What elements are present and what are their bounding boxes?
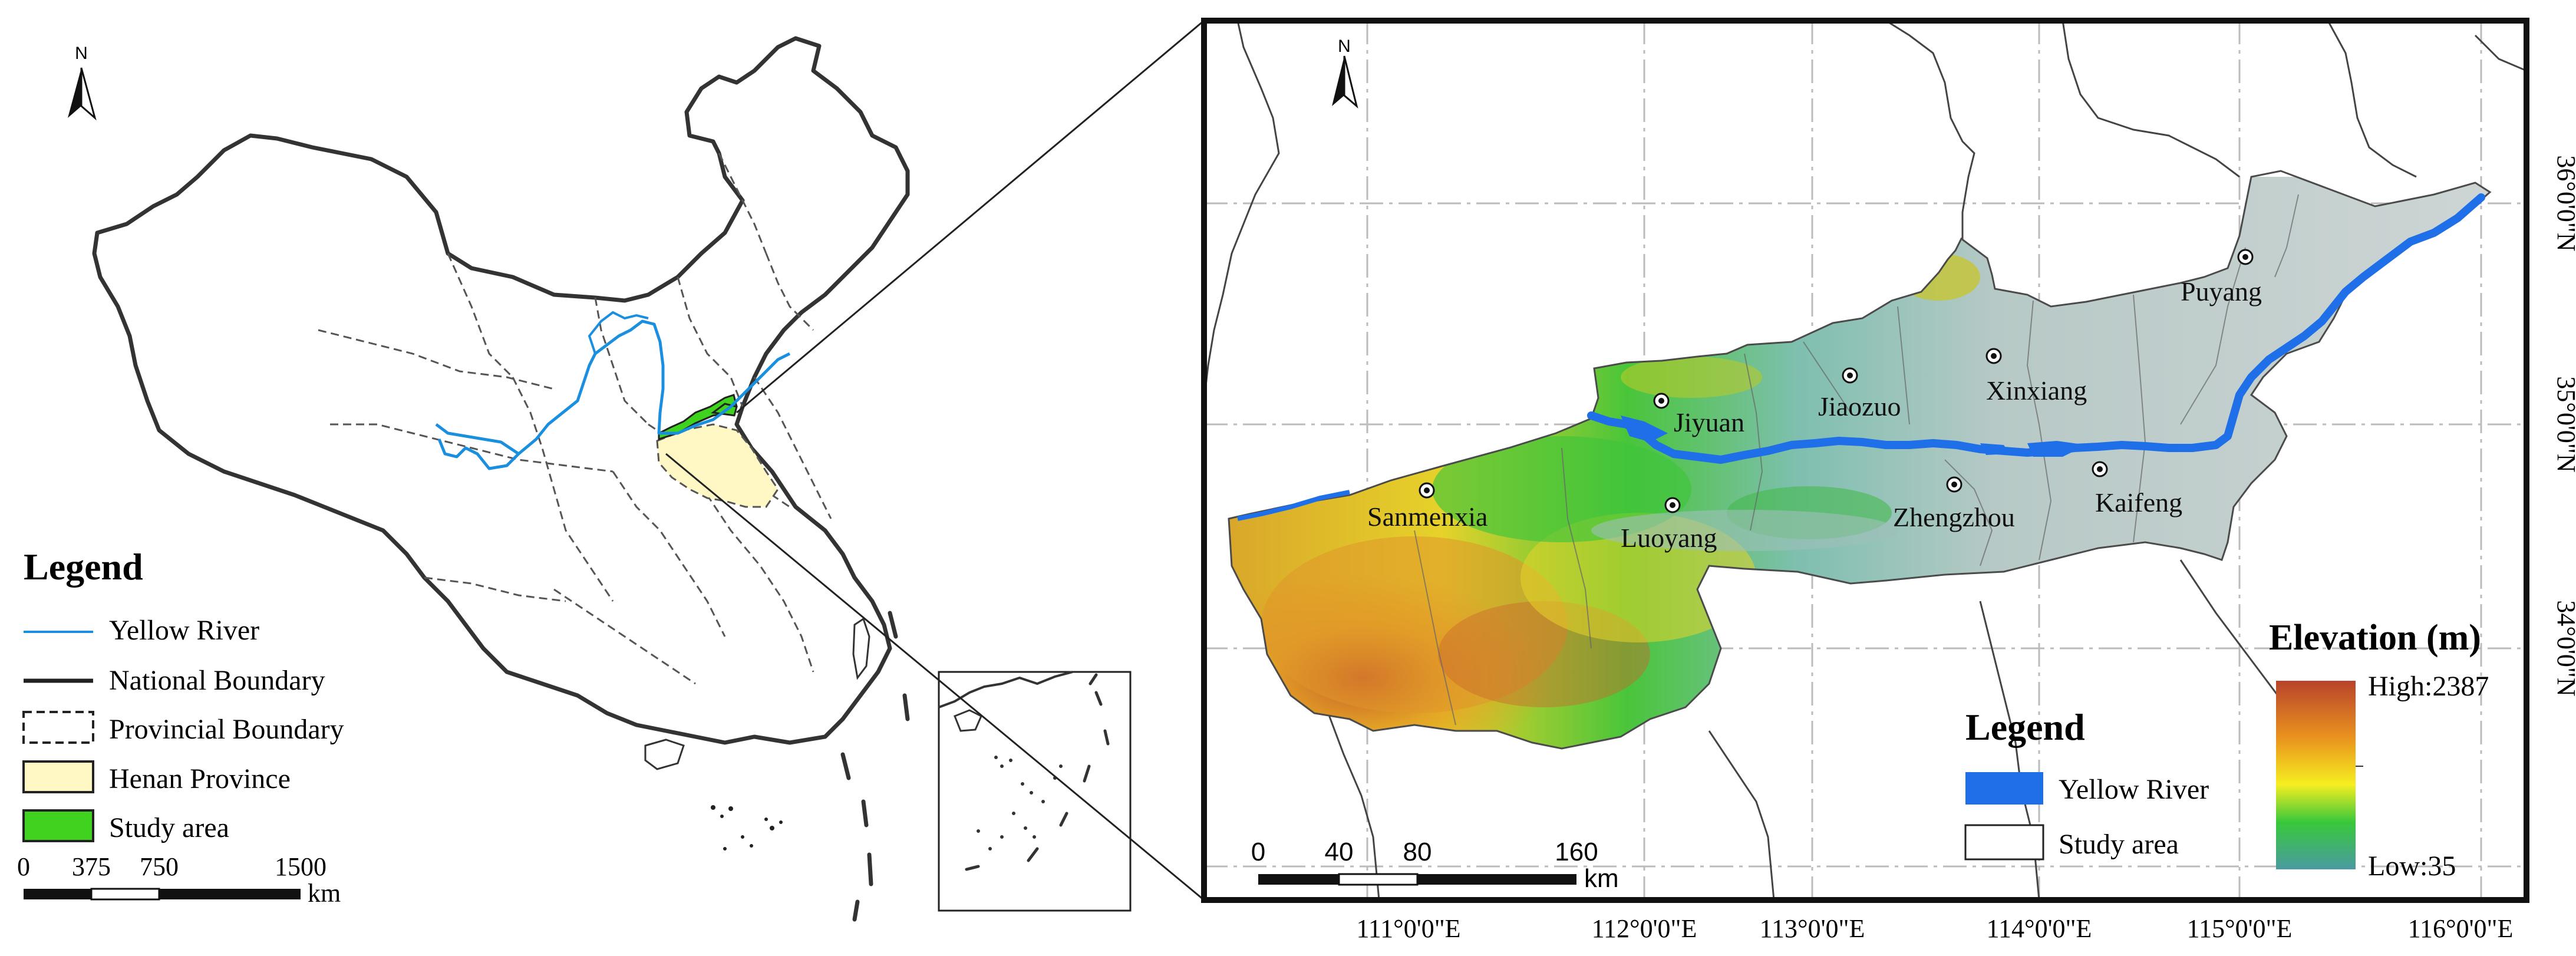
detail-scale-tick-2: 80 xyxy=(1403,838,1432,866)
longitude-labels: 111°0'0"E 112°0'0"E 113°0'0"E 114°0'0"E … xyxy=(1356,914,2513,943)
hainan-island xyxy=(644,739,685,770)
south-china-sea-inset xyxy=(938,671,1132,912)
city-label-puyang: Puyang xyxy=(2181,276,2262,306)
detail-map: Jiyuan Jiaozuo Xinxiang Puyang Kaifeng Z… xyxy=(1201,18,2529,903)
legend-swatch-provincial-boundary xyxy=(22,711,94,744)
overview-scale-unit: km xyxy=(308,879,341,908)
overview-scale-tick-2: 750 xyxy=(140,852,179,881)
lon-label-112: 112°0'0"E xyxy=(1592,914,1697,943)
detail-legend: Legend Yellow River Study area xyxy=(1964,706,2209,861)
north-label-overview: N xyxy=(75,44,88,63)
detail-scalebar: 0 40 80 160 km xyxy=(1251,838,1619,893)
yellow-river-detail xyxy=(1237,193,2485,521)
lon-label-114: 114°0'0"E xyxy=(1987,914,2092,943)
elevation-high-label: High:2387 xyxy=(2368,671,2489,702)
north-arrow-detail xyxy=(1332,55,1358,109)
city-label-luoyang: Luoyang xyxy=(1621,523,1717,553)
elevation-legend: Elevation (m) High:2387 Low:35 xyxy=(2269,618,2489,882)
city-marker-luoyang xyxy=(1664,497,1681,513)
legend-label-yellow-river: Yellow River xyxy=(109,615,259,646)
overview-legend: Legend Yellow River National Boundary Pr… xyxy=(22,546,344,843)
nine-dash-line xyxy=(840,611,910,922)
north-arrow-overview xyxy=(68,67,97,121)
detail-legend-swatch-river xyxy=(1965,772,2043,805)
overview-scale-tick-1: 375 xyxy=(72,852,111,881)
legend-label-study-area: Study area xyxy=(109,812,229,843)
city-marker-sanmenxia xyxy=(1419,482,1435,499)
north-label-detail: N xyxy=(1338,37,1351,56)
city-label-zhengzhou: Zhengzhou xyxy=(1893,502,2015,532)
lat-label-36: 36°0'0"N xyxy=(2552,155,2576,251)
city-marker-xinxiang xyxy=(1985,348,2002,364)
lon-label-116: 116°0'0"E xyxy=(2408,914,2514,943)
city-labels: Jiyuan Jiaozuo Xinxiang Puyang Kaifeng Z… xyxy=(1367,276,2262,553)
city-label-xinxiang: Xinxiang xyxy=(1986,375,2087,406)
lat-label-34: 34°0'0"N xyxy=(2552,600,2576,696)
overview-legend-title: Legend xyxy=(24,546,143,588)
detail-legend-title: Legend xyxy=(1965,706,2085,748)
city-markers xyxy=(1419,249,2254,513)
elevation-low-label: Low:35 xyxy=(2368,850,2456,882)
detail-frame xyxy=(1201,18,2529,903)
city-marker-jiyuan xyxy=(1653,393,1670,409)
city-marker-puyang xyxy=(2237,249,2254,265)
elevation-ramp xyxy=(2276,681,2356,869)
lon-label-111: 111°0'0"E xyxy=(1356,914,1460,943)
detail-scale-tick-3: 160 xyxy=(1555,838,1598,866)
city-marker-kaifeng xyxy=(2092,461,2108,477)
overview-scale-tick-0: 0 xyxy=(17,852,30,881)
lon-label-113: 113°0'0"E xyxy=(1760,914,1865,943)
overview-map: N Legend Yellow River National Boundary … xyxy=(17,36,1132,922)
national-boundary xyxy=(92,36,910,745)
city-marker-jiaozuo xyxy=(1842,367,1858,384)
zoom-connectors xyxy=(665,19,1205,901)
city-label-jiyuan: Jiyuan xyxy=(1674,407,1744,437)
city-label-jiaozuo: Jiaozuo xyxy=(1818,391,1901,421)
yellow-river-overview xyxy=(435,319,791,470)
overview-scale-tick-3: 1500 xyxy=(275,852,326,881)
south-sea-islands xyxy=(711,805,783,850)
legend-label-provincial-boundary: Provincial Boundary xyxy=(109,714,344,745)
surrounding-boundaries xyxy=(1204,21,2526,900)
study-area-overview xyxy=(658,394,738,441)
legend-swatch-study-area xyxy=(22,809,94,842)
detail-scale-tick-0: 0 xyxy=(1251,838,1265,866)
latitude-labels: 36°0'0"N 35°0'0"N 34°0'0"N xyxy=(2552,155,2576,696)
detail-legend-label-study-area: Study area xyxy=(2059,829,2179,860)
lon-label-115: 115°0'0"E xyxy=(2187,914,2293,943)
henan-province xyxy=(656,423,779,508)
city-label-kaifeng: Kaifeng xyxy=(2095,487,2182,517)
detail-scale-tick-1: 40 xyxy=(1325,838,1354,866)
city-marker-zhengzhou xyxy=(1946,476,1962,493)
legend-label-henan: Henan Province xyxy=(109,763,291,795)
detail-scale-unit: km xyxy=(1584,864,1619,893)
overview-scalebar: 0 375 750 1500 km xyxy=(17,852,341,908)
lat-label-35: 35°0'0"N xyxy=(2552,376,2576,472)
legend-label-national-boundary: National Boundary xyxy=(109,665,325,696)
legend-swatch-henan xyxy=(22,760,94,793)
city-label-sanmenxia: Sanmenxia xyxy=(1367,502,1487,532)
elevation-title: Elevation (m) xyxy=(2269,618,2481,658)
detail-legend-label-river: Yellow River xyxy=(2059,774,2209,805)
detail-legend-swatch-study-area xyxy=(1964,824,2044,861)
